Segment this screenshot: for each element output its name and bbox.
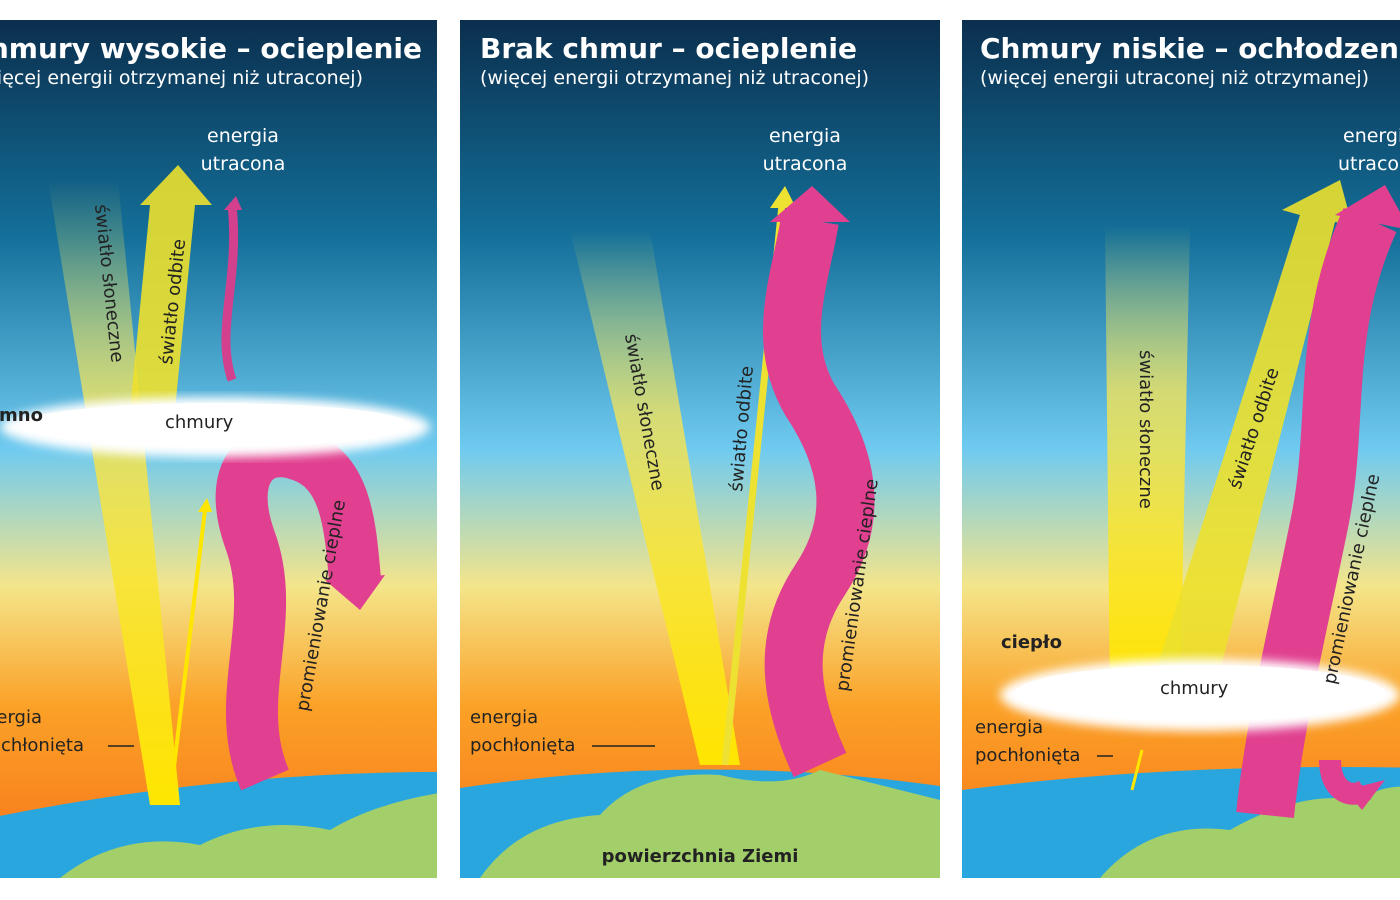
land [480, 770, 940, 878]
label: zimno [0, 405, 43, 426]
reflected-arrow [1150, 180, 1352, 690]
arrowhead [1335, 185, 1400, 228]
arrowhead [224, 196, 242, 210]
title: Brak chmur – ocieplenie [480, 32, 857, 65]
label: chmury [165, 412, 234, 433]
land [1100, 786, 1400, 878]
land [60, 793, 437, 878]
label: powierzchnia Ziemi [602, 846, 799, 867]
reflected-thin [1130, 749, 1144, 791]
label: energia [207, 125, 279, 147]
label: utracona [1338, 153, 1400, 175]
label: pochłonięta [470, 735, 575, 756]
label: pochłonięta [0, 735, 84, 756]
label: energia [769, 125, 841, 147]
label: energia [0, 707, 42, 728]
reflected-thin [168, 509, 207, 801]
sunlight-beam [48, 180, 180, 805]
label: utracona [763, 153, 848, 175]
cloud [20, 403, 410, 447]
subtitle: (więcej energii otrzymanej niż utraconej… [480, 67, 869, 89]
label: pochłonięta [975, 745, 1080, 766]
thermal-arrow [215, 425, 381, 791]
thermal-thin [221, 204, 239, 382]
panel: Chmury wysokie – ocieplenie (więcej ener… [0, 20, 437, 878]
sunlight-beam [570, 230, 740, 765]
label: utracona [201, 153, 286, 175]
label: energia [975, 717, 1043, 738]
cloud [1015, 665, 1385, 721]
label: ciepło [1001, 632, 1062, 653]
arrowhead [1345, 780, 1385, 810]
label: energia [1343, 125, 1400, 147]
title: Chmury wysokie – ocieplenie [0, 32, 422, 65]
arrowhead [325, 575, 385, 610]
sunlight-beam [1105, 225, 1190, 700]
label: światło słoneczne [1135, 350, 1156, 509]
reflected-arrow [130, 165, 212, 410]
label: chmury [1160, 678, 1229, 699]
panel: Chmury niskie – ochłodzenie (więcej ener… [962, 20, 1400, 878]
label: energia [470, 707, 538, 728]
subtitle: (więcej energii otrzymanej niż utraconej… [0, 67, 363, 89]
arrowhead [770, 186, 850, 222]
panel: Brak chmur – ocieplenie (więcej energii … [460, 20, 940, 878]
title: Chmury niskie – ochłodzenie [980, 32, 1400, 65]
arrowhead [198, 498, 212, 512]
subtitle: (więcej energii utraconej niż otrzymanej… [980, 67, 1369, 89]
arrowhead [770, 186, 796, 208]
thermal-arrow [763, 214, 875, 778]
